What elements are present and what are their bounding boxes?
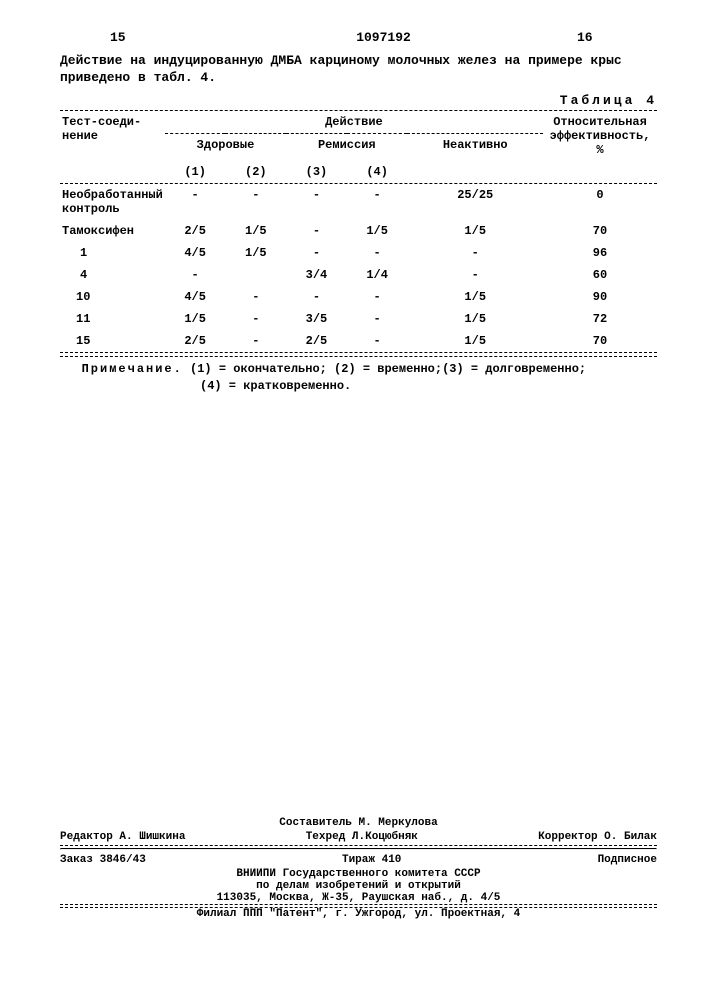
col-action: Действие [165, 111, 543, 134]
sub-4: (4) [347, 161, 408, 183]
page-num-right: 16 [577, 30, 657, 45]
footer-podpis: Подписное [598, 854, 657, 866]
table-bottom-rule2 [60, 356, 657, 357]
intro-text: Действие на индуцированную ДМБА карцином… [60, 53, 657, 87]
table-bottom-rule [60, 352, 657, 353]
footer-tirazh: Тираж 410 [342, 854, 401, 866]
table-row: 104/5---1/590 [60, 286, 657, 308]
col-efficiency: Относительная эффективность, % [543, 111, 657, 161]
footer-branch: Филиал ППП "Патент", г. Ужгород, ул. Про… [60, 908, 657, 920]
table-row: 111/5-3/5-1/572 [60, 308, 657, 330]
footer-org1: ВНИИПИ Государственного комитета СССР [60, 868, 657, 880]
footer-compiler: Составитель М. Меркулова [60, 817, 657, 829]
sub-2: (2) [225, 161, 286, 183]
table-row: Тамоксифен2/51/5-1/51/570 [60, 220, 657, 242]
footer: Составитель М. Меркулова Редактор А. Шиш… [60, 817, 657, 920]
page-header: 15 1097192 16 [60, 30, 657, 45]
note-label: Примечание. [82, 362, 183, 376]
sub-remission: Ремиссия [286, 133, 407, 161]
sub-3: (3) [286, 161, 347, 183]
footer-corrector: Корректор О. Билак [538, 831, 657, 843]
sub-healthy: Здоровые [165, 133, 286, 161]
footer-org2: по делам изобретений и открытий [60, 880, 657, 892]
footer-order: Заказ 3846/43 [60, 854, 146, 866]
doc-number: 1097192 [190, 30, 577, 45]
note-line2: (4) = кратковременно. [60, 379, 351, 393]
col-compound: Тест-соеди- нение [60, 111, 165, 161]
table-row: 14/51/5---96 [60, 242, 657, 264]
note-line1: (1) = окончательно; (2) = временно;(3) =… [190, 362, 586, 376]
table-note: Примечание. (1) = окончательно; (2) = вр… [60, 361, 657, 395]
table-row: 4-3/41/4-60 [60, 264, 657, 286]
footer-tech: Техред Л.Коцюбняк [306, 831, 418, 843]
table-row: Необработанный контроль----25/250 [60, 184, 657, 220]
data-table: Тест-соеди- нение Действие Относительная… [60, 111, 657, 352]
page-num-left: 15 [60, 30, 190, 45]
footer-addr: 113035, Москва, Ж-35, Раушская наб., д. … [60, 892, 657, 904]
table-row: 152/5-2/5-1/570 [60, 330, 657, 352]
footer-editor: Редактор А. Шишкина [60, 831, 185, 843]
table-caption: Таблица 4 [60, 93, 657, 108]
sub-1: (1) [165, 161, 226, 183]
sub-inactive: Неактивно [407, 133, 543, 183]
